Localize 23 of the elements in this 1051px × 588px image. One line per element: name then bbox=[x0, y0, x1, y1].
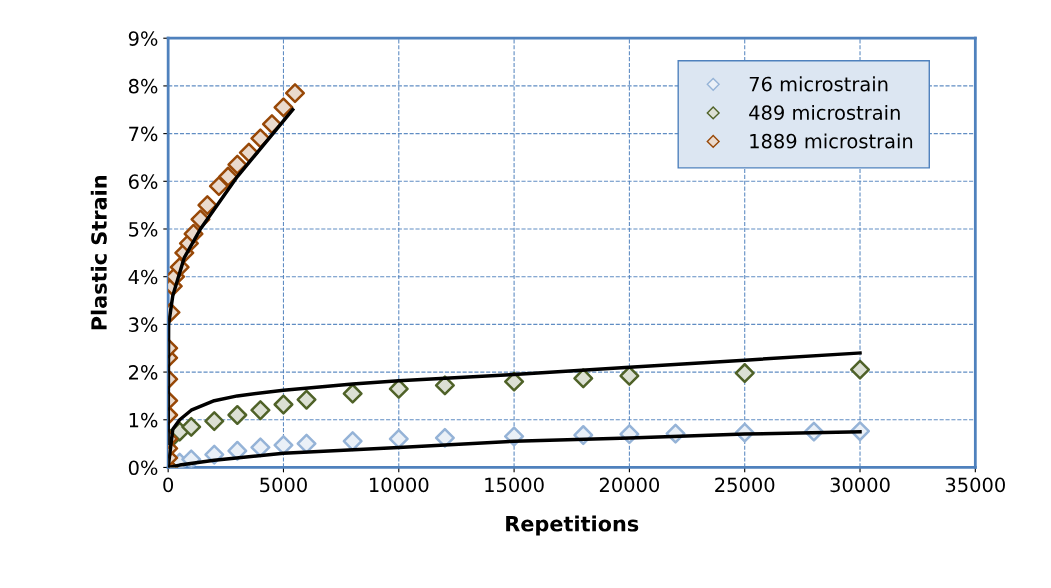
x-tick-label: 0 bbox=[163, 477, 174, 493]
y-tick-label: 1% bbox=[129, 412, 158, 428]
y-tick-label: 4% bbox=[128, 269, 158, 285]
y-tick-label: 8% bbox=[128, 78, 158, 94]
y-tick-label: 9% bbox=[128, 31, 158, 46]
x-tick-label: 5000 bbox=[260, 477, 307, 493]
legend-label: 489 microstrain bbox=[749, 104, 900, 120]
y-tick-label: 6% bbox=[128, 174, 158, 189]
y-tick-label: 7% bbox=[129, 126, 158, 142]
x-tick-label: 10000 bbox=[369, 477, 429, 493]
y-tick-label: 5% bbox=[129, 221, 158, 237]
legend-label: 76 microstrain bbox=[749, 76, 888, 92]
x-tick-label: 25000 bbox=[715, 477, 775, 493]
x-tick-label: 20000 bbox=[599, 477, 660, 493]
x-tick-label: 15000 bbox=[485, 477, 544, 493]
y-tick-label: 3% bbox=[129, 317, 158, 333]
y-axis-title: Plastic Strain bbox=[90, 176, 107, 330]
y-tick-label: 2% bbox=[129, 365, 158, 380]
y-tick-label: 0% bbox=[128, 460, 158, 476]
x-axis-title: Repetitions bbox=[506, 515, 639, 536]
x-tick-label: 35000 bbox=[945, 477, 1005, 493]
x-tick-label: 30000 bbox=[830, 477, 890, 493]
legend-label: 1889 microstrain bbox=[750, 133, 913, 149]
